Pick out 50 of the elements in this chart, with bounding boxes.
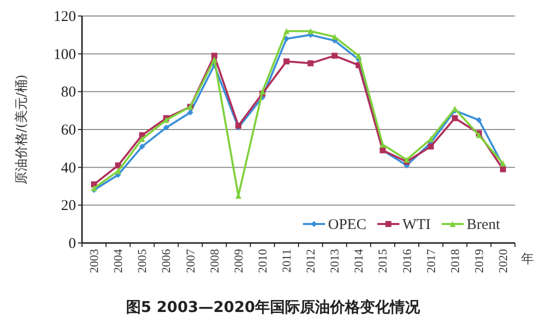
point: [139, 136, 146, 142]
x-tick-label: 2016: [400, 249, 414, 273]
point: [356, 52, 362, 59]
x-tick-label: 2017: [424, 249, 438, 273]
x-tick-label: 2019: [472, 249, 486, 273]
point: [452, 115, 458, 122]
x-tick-label: 2011: [279, 249, 294, 273]
point: [139, 144, 146, 150]
y-tick-label: 120: [54, 9, 76, 25]
y-tick-label: 80: [61, 84, 76, 101]
point: [283, 58, 290, 64]
x-tick-label: 2008: [207, 249, 222, 273]
y-tick-label: 0: [68, 236, 76, 252]
x-tick-label: 2013: [328, 249, 342, 273]
x-tick-label: 2009: [231, 249, 246, 273]
point: [211, 52, 218, 59]
y-axis-title: 原油价格/(美元/桶): [14, 74, 30, 184]
x-tick-label: 2018: [448, 249, 462, 273]
text: 图5 2003—2020年国际原油价格变化情况: [126, 298, 422, 316]
legend-label: OPEC: [328, 217, 366, 233]
point: [115, 162, 122, 168]
point: [332, 52, 338, 59]
point: [308, 60, 314, 66]
x-tick-label: 2020: [496, 249, 510, 273]
point: [428, 144, 434, 150]
point: [187, 109, 194, 116]
point: [380, 142, 386, 148]
y-tick-label: 100: [54, 46, 76, 63]
y-tick-label: 60: [61, 122, 76, 138]
y-tick-label: 20: [61, 198, 76, 214]
point: [476, 117, 482, 124]
x-tick-label: 2006: [159, 249, 174, 273]
legend-label: WTI: [402, 217, 431, 233]
point: [211, 56, 218, 63]
x-tick-label: 2007: [183, 249, 198, 273]
point: [115, 168, 122, 174]
x-tick-label: 2003: [87, 249, 102, 273]
x-tick-label: 2010: [255, 249, 270, 273]
y-tick-label: 40: [61, 160, 76, 176]
x-tick-label: 2015: [376, 249, 390, 273]
point: [308, 28, 314, 34]
x-axis-title: 年: [521, 252, 534, 267]
x-tick-label: 2014: [352, 249, 366, 273]
point: [163, 124, 170, 131]
point: [500, 166, 506, 172]
x-tick-label: 2004: [111, 249, 126, 273]
x-tick-label: 2012: [304, 249, 318, 273]
x-tick-label: 2005: [135, 249, 150, 273]
legend-label: Brent: [466, 217, 501, 233]
point: [283, 28, 290, 34]
